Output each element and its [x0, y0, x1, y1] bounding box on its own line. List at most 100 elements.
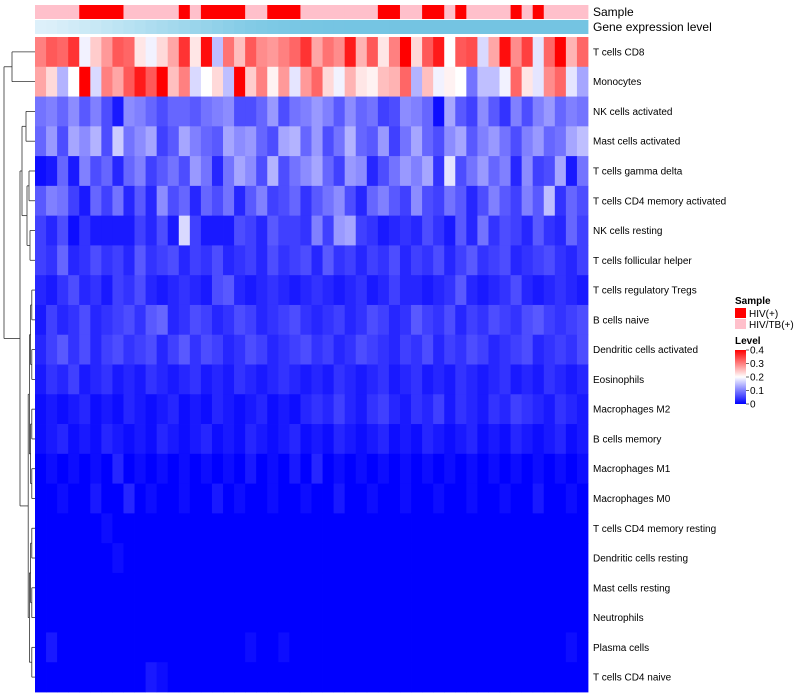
heatmap-cell	[565, 96, 578, 127]
heatmap-cell	[189, 37, 202, 68]
heatmap-cell	[46, 364, 58, 395]
heatmap-cell	[46, 453, 58, 484]
heatmap-cell	[256, 334, 268, 365]
heatmap-cell	[399, 364, 412, 395]
heatmap-cell	[543, 156, 556, 187]
heatmap-cell	[234, 662, 246, 693]
heatmap-cell	[477, 96, 489, 127]
heatmap-cell	[200, 483, 213, 514]
heatmap-cell	[433, 37, 445, 68]
heatmap-cell	[68, 275, 80, 306]
heatmap-cell	[134, 96, 146, 127]
heatmap-cell	[211, 662, 224, 693]
heatmap-cell	[433, 156, 445, 187]
heatmap-cell	[554, 185, 567, 217]
sample-annotation-cell	[455, 5, 467, 19]
heatmap-cell	[532, 275, 545, 306]
heatmap-cell	[388, 275, 401, 306]
heatmap-cell	[344, 66, 357, 97]
heatmap-cell	[322, 185, 335, 217]
heatmap-cell	[90, 275, 102, 306]
heatmap-cell	[300, 96, 312, 127]
heatmap-cell	[554, 662, 567, 693]
heatmap-cell	[167, 572, 180, 604]
heatmap-cell	[311, 483, 323, 514]
expression-level-annotation-cell	[245, 20, 257, 34]
heatmap-cell	[377, 156, 390, 187]
heatmap-cell	[189, 364, 202, 395]
heatmap-cell	[101, 185, 113, 217]
heatmap-cell	[411, 483, 423, 514]
heatmap-cell	[388, 543, 401, 574]
heatmap-cell	[223, 185, 235, 217]
heatmap-cell	[565, 662, 578, 693]
heatmap-cell	[211, 215, 224, 246]
heatmap-cell	[90, 424, 102, 455]
heatmap-cell	[278, 513, 290, 544]
expression-level-annotation-cell	[455, 20, 467, 34]
heatmap-cell	[35, 453, 47, 484]
heatmap-cell	[576, 185, 589, 217]
heatmap-cell	[112, 394, 124, 425]
heatmap-cell	[178, 453, 191, 484]
heatmap-cell	[510, 364, 523, 395]
heatmap-cell	[156, 275, 169, 306]
heatmap-cell	[322, 424, 335, 455]
heatmap-cell	[101, 513, 113, 544]
heatmap-cell	[156, 185, 169, 217]
heatmap-cell	[510, 483, 523, 514]
heatmap-cell	[333, 275, 346, 306]
heatmap-cell	[178, 572, 191, 604]
heatmap-cell	[344, 275, 357, 306]
heatmap-cell	[444, 543, 456, 574]
heatmap-cell	[278, 245, 290, 276]
heatmap-cell	[178, 96, 191, 127]
heatmap-cell	[388, 364, 401, 395]
heatmap-cell	[223, 662, 235, 693]
heatmap-cell	[156, 304, 169, 336]
heatmap-cell	[521, 304, 534, 336]
heatmap-cell	[223, 156, 235, 187]
heatmap-cell	[35, 37, 47, 68]
heatmap-cell	[289, 126, 301, 157]
heatmap-cell	[344, 364, 357, 395]
heatmap-cell	[79, 662, 91, 693]
heatmap-cell	[333, 66, 346, 97]
heatmap-cell	[35, 66, 47, 97]
heatmap-cell	[532, 334, 545, 365]
row-label: Mast cells resting	[593, 583, 670, 594]
heatmap-cell	[444, 156, 456, 187]
heatmap-cell	[521, 513, 534, 544]
sample-annotation-cell	[245, 5, 257, 19]
heatmap-cell	[134, 602, 146, 633]
heatmap-cell	[300, 185, 312, 217]
heatmap-cell	[322, 37, 335, 68]
heatmap-cell	[223, 513, 235, 544]
heatmap-cell	[57, 96, 69, 127]
heatmap-cell	[344, 602, 357, 633]
heatmap-cell	[355, 66, 368, 97]
heatmap-cell	[433, 334, 445, 365]
heatmap-cell	[510, 96, 523, 127]
heatmap-cell	[245, 483, 257, 514]
heatmap-cell	[68, 156, 80, 187]
heatmap-cell	[57, 185, 69, 217]
heatmap-cell	[466, 185, 478, 217]
heatmap-cell	[156, 37, 169, 68]
heatmap-cell	[565, 632, 578, 663]
heatmap-cell	[444, 334, 456, 365]
heatmap-cell	[234, 572, 246, 604]
heatmap-cell	[322, 394, 335, 425]
heatmap-cell	[289, 66, 301, 97]
heatmap-cell	[433, 215, 445, 246]
heatmap-cell	[189, 215, 202, 246]
heatmap-cell	[576, 483, 589, 514]
heatmap-cell	[554, 66, 567, 97]
heatmap-cell	[278, 364, 290, 395]
heatmap-cell	[278, 572, 290, 604]
expression-level-annotation-cell	[300, 20, 312, 34]
heatmap-cell	[499, 126, 511, 157]
heatmap-cell	[200, 37, 213, 68]
heatmap-cell	[79, 543, 91, 574]
heatmap-cell	[145, 37, 158, 68]
